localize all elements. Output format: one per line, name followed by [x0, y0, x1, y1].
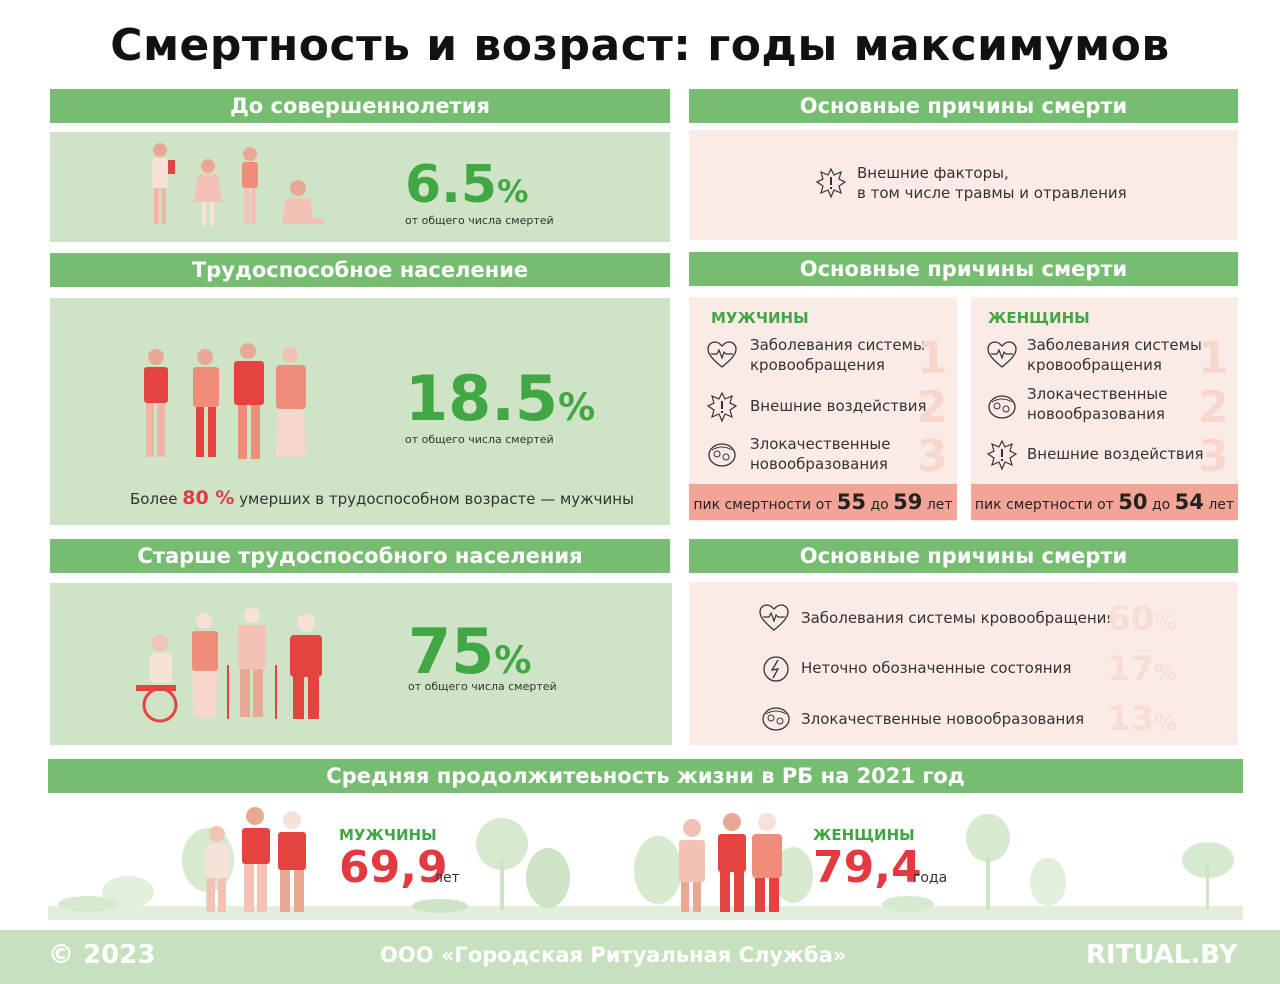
women-cause-1-line2: кровообращения	[1027, 356, 1162, 374]
women-label: ЖЕНЩИНЫ	[988, 309, 1090, 327]
women-cause-2-line1: Злокачественные	[1027, 385, 1168, 403]
men-cause-1-line2: кровообращения	[750, 356, 885, 374]
warning-burst-icon	[986, 439, 1018, 471]
minors-causes-panel: Внешние факторы, в том числе травмы и от…	[689, 130, 1238, 240]
elderly-cause-3-label: Злокачественные новообразования	[801, 710, 1085, 728]
working-panel: 18.5% от общего числа смертей Более 80 %…	[50, 298, 670, 525]
footer-site-link[interactable]: RITUAL.BY	[1086, 940, 1238, 970]
men-cause-2-line1: Внешние воздействия	[750, 397, 927, 415]
minors-panel: 6.5% от общего числа смертей	[50, 132, 670, 242]
elderly-cause-1-label: Заболевания системы кровообращения	[801, 609, 1116, 627]
section-heading-working-causes: Основные причины смерти	[689, 252, 1238, 286]
section-heading-minors: До совершеннолетия	[50, 89, 670, 123]
cell-icon	[708, 443, 736, 467]
elderly-causes-panel: Заболевания системы кровообращения 60% Н…	[689, 582, 1238, 745]
women-cause-2-line2: новообразования	[1027, 405, 1165, 423]
minors-percent: 6.5%	[405, 155, 529, 215]
elderly-panel: 75% от общего числа смертей	[50, 583, 672, 745]
section-heading-minors-causes: Основные причины смерти	[689, 89, 1238, 123]
life-men-unit: лет	[434, 870, 460, 886]
park-background	[48, 807, 1243, 920]
section-heading-working: Трудоспособное население	[50, 253, 670, 287]
footer: © 2023 ООО «Городская Ритуальная Служба»…	[0, 930, 1280, 984]
section-heading-elderly: Старше трудоспособного населения	[50, 539, 670, 573]
heart-pulse-icon	[707, 341, 737, 368]
elderly-illustration	[136, 607, 322, 723]
women-peak-bar: пик смертности от 50 до 54 лет	[971, 484, 1238, 520]
adults-illustration	[144, 343, 306, 459]
life-men-value: 69,9	[339, 842, 448, 893]
footer-copyright: © 2023	[48, 940, 156, 970]
men-cause-3-line2: новообразования	[750, 455, 888, 473]
warning-burst-icon	[815, 167, 847, 199]
elderly-cause-2-share: 17%	[1107, 649, 1177, 689]
life-men-label: МУЖЧИНЫ	[339, 826, 437, 844]
page-title: Смертность и возраст: годы максимумов	[110, 20, 1170, 71]
minors-cause-line2: в том числе травмы и отравления	[857, 184, 1127, 202]
cell-icon	[762, 707, 790, 731]
men-rank-2: 2	[917, 382, 948, 433]
section-heading-elderly-causes: Основные причины смерти	[689, 539, 1238, 573]
section-heading-life: Средняя продолжитеьность жизни в РБ на 2…	[48, 759, 1243, 793]
working-note: Более 80 % умерших в трудоспособном возр…	[130, 487, 634, 509]
elderly-caption: от общего числа смертей	[408, 680, 557, 693]
minors-cause-line1: Внешние факторы,	[857, 164, 1009, 182]
elderly-cause-1-share: 60%	[1107, 599, 1177, 639]
life-women-value: 79,4	[813, 842, 922, 893]
elderly-cause-2-label: Неточно обозначенные состояния	[801, 659, 1072, 677]
heart-pulse-icon	[987, 341, 1017, 368]
cell-icon	[988, 395, 1016, 419]
working-percent: 18.5%	[405, 362, 596, 435]
elderly-percent: 75%	[408, 615, 532, 688]
footer-company: ООО «Городская Ритуальная Служба»	[380, 943, 847, 967]
men-cause-3-line1: Злокачественные	[750, 435, 891, 453]
men-causes-panel: МУЖЧИНЫ Заболевания системы кровообращен…	[689, 297, 957, 521]
minors-caption: от общего числа смертей	[405, 214, 554, 227]
children-illustration	[152, 143, 324, 226]
head-question-icon	[763, 656, 789, 682]
working-caption: от общего числа смертей	[405, 433, 554, 446]
heart-pulse-icon	[759, 604, 789, 631]
elderly-cause-3-share: 13%	[1107, 699, 1177, 739]
life-women-unit: года	[913, 870, 948, 886]
women-rank-2: 2	[1198, 382, 1229, 433]
women-cause-1-line1: Заболевания системы	[1027, 336, 1202, 354]
women-cause-3-line1: Внешние воздействия	[1027, 445, 1204, 463]
men-peak-bar: пик смертности от 55 до 59 лет	[689, 484, 957, 520]
working-note-value: 80 %	[182, 487, 235, 509]
men-rank-1: 1	[917, 333, 948, 384]
men-cause-1-line1: Заболевания системы	[750, 336, 925, 354]
men-label: МУЖЧИНЫ	[711, 309, 809, 327]
men-rank-3: 3	[917, 431, 948, 482]
life-women-label: ЖЕНЩИНЫ	[813, 826, 915, 844]
women-causes-panel: ЖЕНЩИНЫ Заболевания системы кровообращен…	[971, 297, 1238, 521]
warning-burst-icon	[706, 391, 738, 423]
women-rank-3: 3	[1198, 431, 1229, 482]
women-rank-1: 1	[1198, 333, 1229, 384]
